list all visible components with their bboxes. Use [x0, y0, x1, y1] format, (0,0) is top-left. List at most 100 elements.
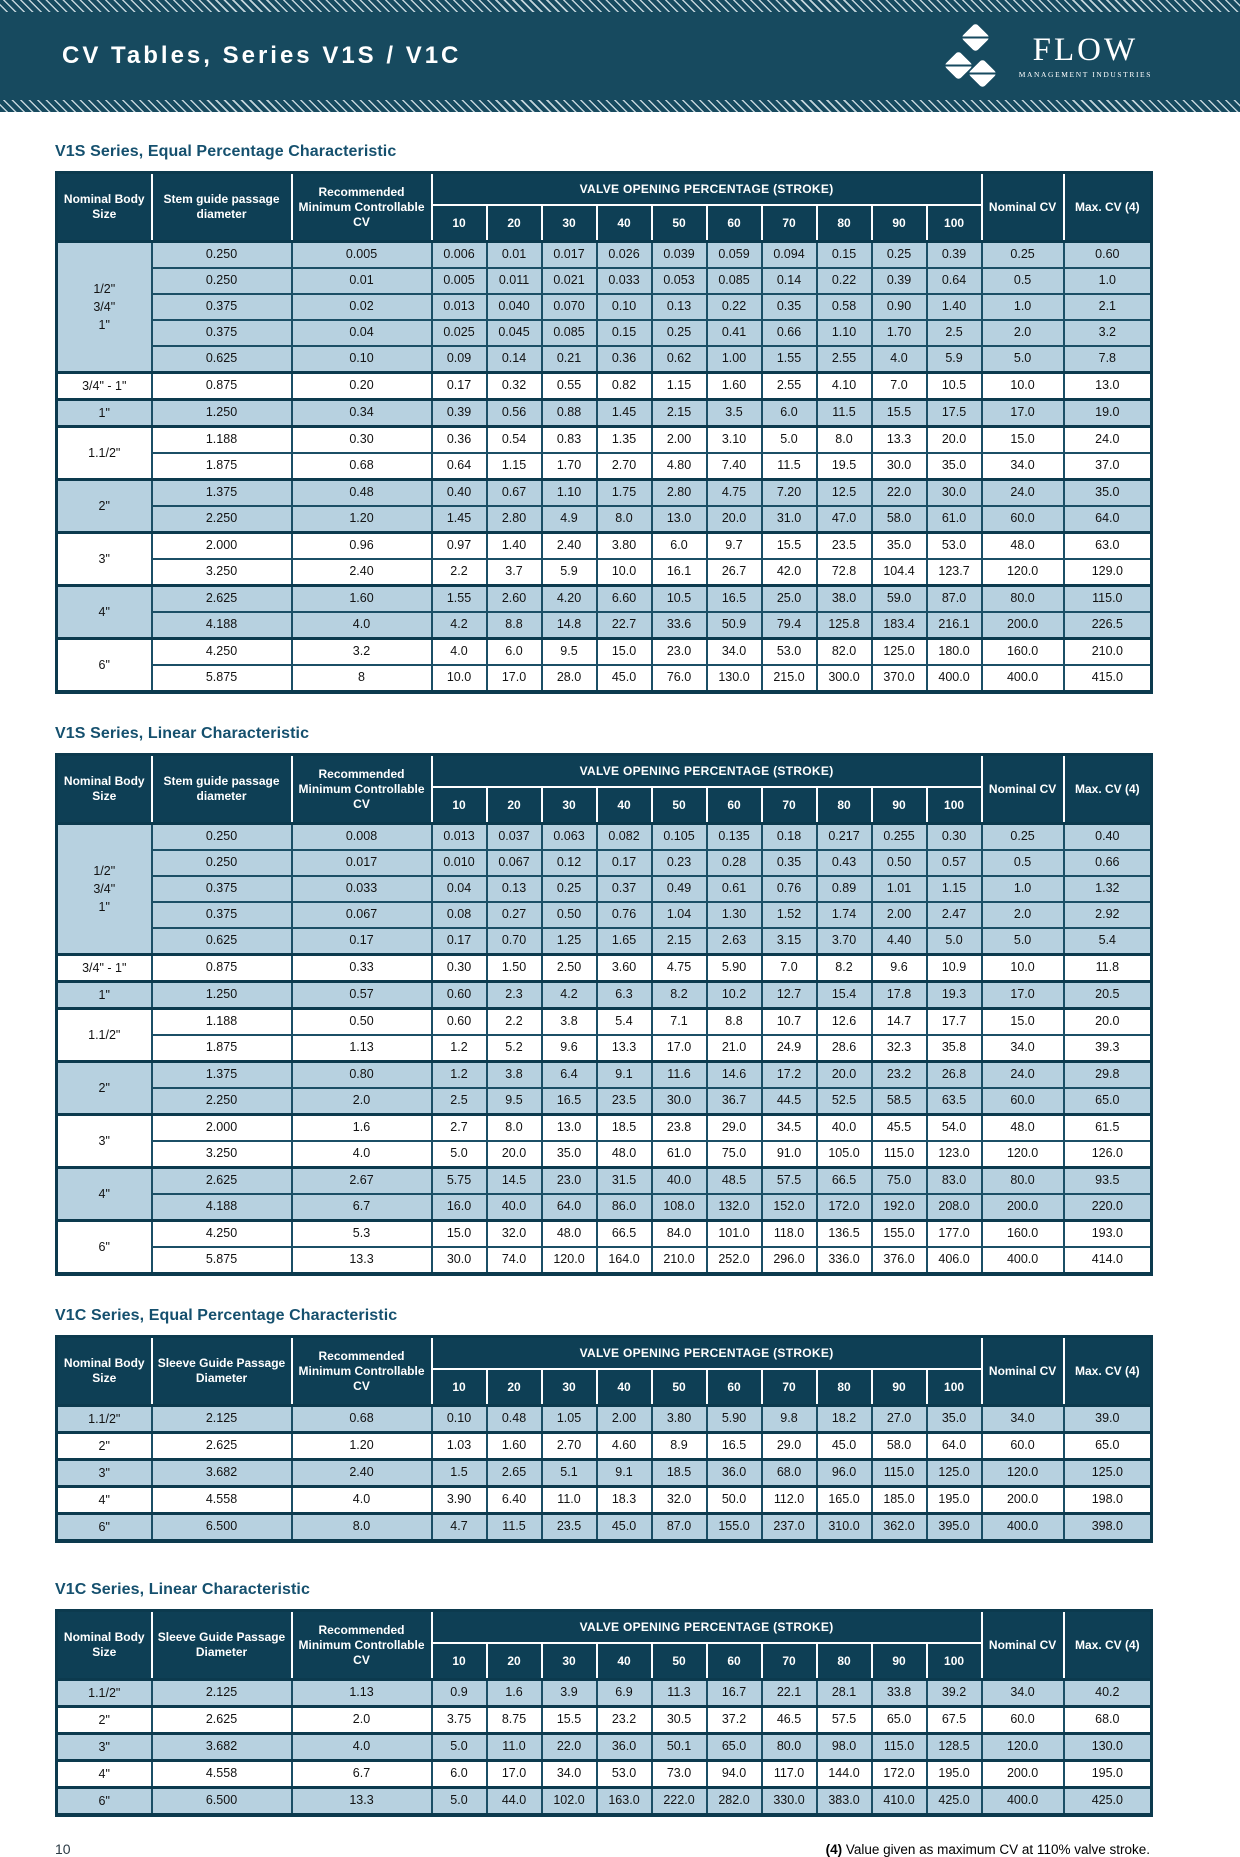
cv-value-cell: 4.75	[650, 953, 708, 983]
cv-value-cell: 48.5	[705, 1166, 763, 1195]
cv-value-cell: 2.60	[485, 584, 543, 613]
stroke-tick: 10	[430, 204, 488, 243]
body-size-cell: 4"	[55, 584, 153, 640]
cv-value-cell: 1.04	[650, 901, 708, 929]
cv-value-cell: 17.0	[650, 1034, 708, 1063]
cv-value-cell: 66.5	[595, 1219, 653, 1248]
section-title: V1S Series, Linear Characteristic	[55, 725, 310, 742]
cv-value-cell: 34.0	[980, 452, 1065, 481]
cv-value-cell: 33.8	[870, 1678, 928, 1708]
footnote: (4) Value given as maximum CV at 110% va…	[826, 1842, 1150, 1857]
cv-value-cell: 1.40	[485, 531, 543, 560]
cv-value-cell: 1.2	[430, 1060, 488, 1089]
cv-value-cell: 1.15	[650, 371, 708, 401]
cv-value-cell: 61.0	[925, 505, 983, 534]
cv-value-cell: 0.08	[430, 901, 488, 929]
cv-value-cell: 36.0	[705, 1458, 763, 1488]
cv-value-cell: 2.80	[650, 478, 708, 507]
stroke-tick: 50	[650, 1368, 708, 1407]
table-row: 2.250 2.0 2.5 9.5 16.5 23.5 30.0 36.7 44.5 52.5 58…	[57, 1087, 1153, 1116]
cv-value-cell: 9.1	[595, 1458, 653, 1488]
cv-value-cell: 65.0	[1062, 1431, 1153, 1461]
cv-value-cell: 9.8	[760, 1404, 818, 1434]
table-row: 4" 2.625 2.67 5.75 14.5 23.0 31.5 40.0 48.5 57.5 6…	[55, 1166, 1153, 1222]
cv-value-cell: 0.48	[290, 478, 433, 507]
column-header-body-size: Nominal Body Size	[55, 1335, 153, 1407]
table-row: 3/4" - 1" 0.875 0.33 0.30 1.50 2.50 3.60 4.75 5.…	[55, 953, 1153, 983]
cv-value-cell: 9.6	[870, 953, 928, 983]
cv-value-cell: 23.2	[870, 1060, 928, 1089]
cv-value-cell: 200.0	[980, 1759, 1065, 1789]
cv-value-cell: 0.217	[815, 822, 873, 851]
body-size-cell: 6"	[55, 1512, 153, 1542]
cv-value-cell: 0.005	[430, 267, 488, 295]
cv-value-cell: 0.017	[540, 240, 598, 269]
stroke-tick: 70	[760, 786, 818, 825]
cv-value-cell: 23.5	[815, 531, 873, 560]
cv-value-cell: 6.7	[290, 1193, 433, 1222]
cv-value-cell: 12.5	[815, 478, 873, 507]
cv-value-cell: 94.0	[705, 1759, 763, 1789]
cv-value-cell: 2.250	[150, 1087, 293, 1116]
cv-value-cell: 1.60	[705, 371, 763, 401]
cv-value-cell: 13.3	[290, 1246, 433, 1275]
stroke-tick-row: 10 20 30 40 50 60 70 80 90 100	[57, 204, 1152, 243]
cv-value-cell: 125.0	[1062, 1458, 1153, 1488]
cv-value-cell: 0.32	[485, 371, 543, 401]
body-size-cell: 2"	[55, 1431, 153, 1461]
cv-value-cell: 0.250	[150, 240, 293, 269]
cv-value-cell: 105.0	[815, 1140, 873, 1169]
cv-value-cell: 17.8	[870, 980, 928, 1010]
cv-value-cell: 2.00	[650, 425, 708, 454]
cv-value-cell: 0.875	[150, 371, 293, 401]
cv-value-cell: 53.0	[925, 531, 983, 560]
cv-value-cell: 26.8	[925, 1060, 983, 1089]
cv-value-cell: 4.0	[870, 345, 928, 374]
body-size-cell: 1.1/2"	[55, 1678, 153, 1708]
cv-value-cell: 13.3	[595, 1034, 653, 1063]
cv-value-cell: 5.1	[540, 1458, 598, 1488]
cv-value-cell: 0.66	[1062, 849, 1153, 877]
column-header-diameter: Stem guide passage diameter	[150, 753, 293, 825]
cv-value-cell: 177.0	[925, 1219, 983, 1248]
stroke-tick: 30	[540, 1368, 598, 1407]
cv-value-cell: 11.8	[1062, 953, 1153, 983]
cv-value-cell: 1.30	[705, 901, 763, 929]
cv-value-cell: 0.013	[430, 293, 488, 321]
cv-value-cell: 0.067	[485, 849, 543, 877]
body-size-cell: 6"	[55, 1786, 153, 1816]
cv-value-cell: 0.20	[290, 371, 433, 401]
stroke-tick: 60	[705, 786, 763, 825]
cv-value-cell: 29.8	[1062, 1060, 1153, 1089]
cv-value-cell: 0.70	[485, 927, 543, 956]
cv-value-cell: 14.5	[485, 1166, 543, 1195]
cv-value-cell: 383.0	[815, 1786, 873, 1816]
cv-value-cell: 80.0	[980, 1166, 1065, 1195]
cv-value-cell: 0.60	[1062, 240, 1153, 269]
cv-value-cell: 35.8	[925, 1034, 983, 1063]
cv-value-cell: 400.0	[980, 1512, 1065, 1542]
cv-value-cell: 68.0	[1062, 1705, 1153, 1735]
cv-value-cell: 5.9	[925, 345, 983, 374]
cv-value-cell: 120.0	[980, 1140, 1065, 1169]
cv-value-cell: 24.0	[980, 478, 1065, 507]
cv-value-cell: 152.0	[760, 1193, 818, 1222]
cv-value-cell: 47.0	[815, 505, 873, 534]
cv-value-cell: 50.9	[705, 611, 763, 640]
cv-value-cell: 10.5	[925, 371, 983, 401]
cv-value-cell: 0.375	[150, 319, 293, 347]
cv-value-cell: 0.053	[650, 267, 708, 295]
table-row: 1.1/2" 2.125 1.13 0.9 1.6 3.9 6.9 11.3 16.7 22.1 2…	[55, 1678, 1153, 1708]
cv-value-cell: 0.021	[540, 267, 598, 295]
cv-value-cell: 5.75	[430, 1166, 488, 1195]
cv-value-cell: 11.5	[760, 452, 818, 481]
cv-value-cell: 3.682	[150, 1732, 293, 1762]
cv-value-cell: 58.5	[870, 1087, 928, 1116]
cv-value-cell: 0.82	[595, 371, 653, 401]
cv-value-cell: 1.6	[290, 1113, 433, 1142]
stroke-tick: 30	[540, 204, 598, 243]
cv-value-cell: 5.4	[595, 1007, 653, 1036]
cv-value-cell: 0.22	[705, 293, 763, 321]
cv-value-cell: 29.0	[705, 1113, 763, 1142]
cv-value-cell: 125.0	[870, 637, 928, 666]
